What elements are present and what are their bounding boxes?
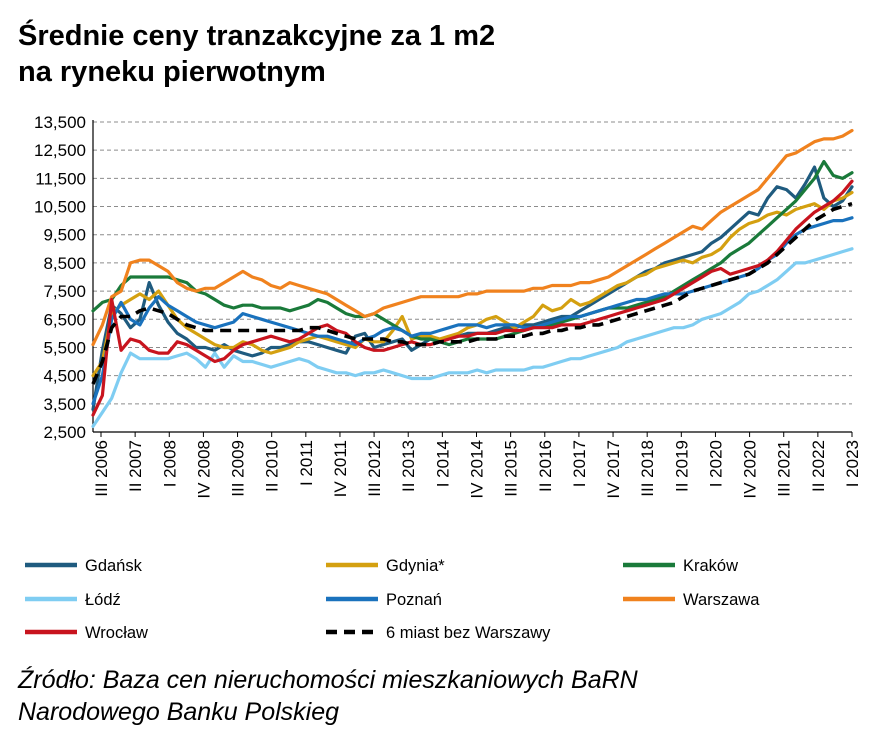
source-line-2: Narodowego Banku Polskieg (18, 698, 340, 726)
legend-item-krakow: Kraków (623, 557, 738, 575)
x-tick-label: I 2020 (706, 440, 725, 487)
legend-item-poznan: Poznań (326, 591, 442, 609)
chart-title-line-2: na ryneku pierwotnym (18, 56, 326, 88)
chart-title: Średnie ceny tranzakcyjne za 1 m2 na ryn… (18, 18, 878, 90)
series-line-poznan (91, 216, 854, 406)
x-tick-label: II 2016 (536, 440, 555, 492)
x-tick-label: III 2009 (229, 440, 248, 497)
legend-item-gdynia: Gdynia* (326, 557, 445, 575)
legend-item-warszawa: Warszawa (623, 591, 760, 609)
grid-lines (93, 121, 852, 405)
legend-label: Gdynia* (386, 557, 445, 575)
x-tick-label: IV 2011 (331, 440, 350, 497)
y-tick-label: 2,500 (43, 423, 86, 442)
x-tick-label: II 2007 (126, 440, 145, 492)
legend-label: Łódź (85, 591, 121, 609)
series-line-warszawa (91, 128, 854, 347)
legend-item-wroclaw: Wrocław (25, 624, 148, 642)
y-tick-label: 12,500 (34, 141, 86, 160)
x-tick-label: IV 2020 (741, 440, 760, 499)
x-tick-label: I 2017 (570, 440, 589, 487)
y-tick-label: 5,500 (43, 338, 86, 357)
legend-label: 6 miast bez Warszawy (386, 624, 551, 642)
series-lines (91, 128, 854, 428)
x-tick-label: III 2021 (775, 440, 794, 497)
series-line-wroclaw (91, 179, 854, 417)
x-tick-label: III 2006 (92, 440, 111, 497)
source-line-1: Źródło: Baza cen nieruchomości mieszkani… (18, 666, 638, 694)
x-tick-label: I 2008 (160, 440, 179, 487)
line-chart: 13,500 12,500 11,500 10,500 9,500 8,500 7,500 6… (25, 113, 862, 642)
y-tick-label: 9,500 (43, 226, 86, 245)
y-tick-label: 10,500 (34, 198, 86, 217)
x-tick-label: II 2013 (399, 440, 418, 492)
legend-label: Wrocław (85, 624, 148, 642)
legend-label: Kraków (683, 557, 738, 575)
y-tick-label: 11,500 (35, 169, 86, 188)
legend-item-lodz: Łódź (25, 591, 121, 609)
x-tick-label: II 2010 (263, 440, 282, 492)
series-line-6-miast-bez-warszawy (91, 201, 853, 385)
x-tick-label: III 2015 (502, 440, 521, 497)
legend-item-gdansk: Gdańsk (25, 557, 143, 575)
legend-label: Gdańsk (85, 557, 143, 575)
x-tick-label: III 2018 (638, 440, 657, 497)
series-line-krakow (91, 159, 854, 347)
y-tick-label: 3,500 (43, 395, 86, 414)
x-tick-label: I 2023 (843, 440, 862, 487)
x-tick-labels: III 2006 II 2007 I 2008 IV 2008 III 2009 II 2… (92, 440, 862, 499)
y-tick-label: 7,500 (43, 282, 86, 301)
x-tick-label: II 2019 (672, 440, 691, 492)
x-tick-label: III 2012 (365, 440, 384, 497)
x-tick-label: IV 2014 (468, 440, 487, 499)
legend-item-6-miast-bez-warszawy: 6 miast bez Warszawy (326, 624, 551, 642)
y-tick-label: 8,500 (43, 254, 86, 273)
x-tick-label: I 2014 (433, 440, 452, 487)
y-tick-label: 6,500 (43, 310, 86, 329)
y-tick-label: 13,500 (34, 113, 86, 132)
chart-title-line-1: Średnie ceny tranzakcyjne za 1 m2 (18, 20, 496, 52)
x-tick-label: II 2022 (809, 440, 828, 492)
x-tick-label: IV 2017 (604, 440, 623, 499)
x-tick-label: I 2011 (297, 440, 316, 486)
legend-label: Poznań (386, 591, 442, 609)
x-tick-label: IV 2008 (194, 440, 213, 499)
y-tick-label: 4,500 (43, 367, 86, 386)
legend: Gdańsk Gdynia* Kraków Łódź Poznań Warszawa Wro… (25, 557, 760, 642)
y-tick-labels: 13,500 12,500 11,500 10,500 9,500 8,500 7,500 6… (34, 113, 86, 442)
legend-label: Warszawa (683, 591, 760, 609)
source-note: Źródło: Baza cen nieruchomości mieszkani… (18, 664, 878, 728)
